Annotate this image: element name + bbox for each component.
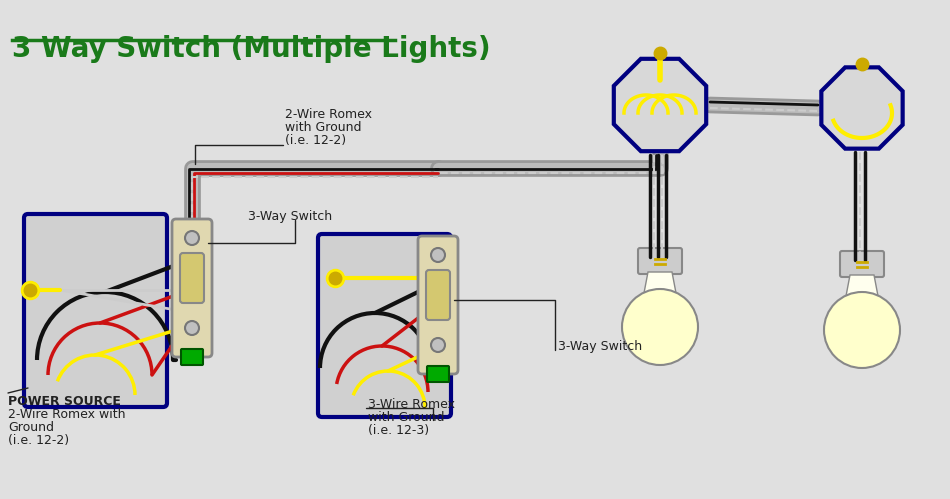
- Text: POWER SOURCE: POWER SOURCE: [8, 395, 121, 408]
- Circle shape: [824, 292, 900, 368]
- Text: 2-Wire Romex with: 2-Wire Romex with: [8, 408, 125, 421]
- FancyBboxPatch shape: [180, 253, 204, 303]
- FancyBboxPatch shape: [24, 214, 167, 407]
- FancyBboxPatch shape: [840, 251, 884, 277]
- Text: 3-Wire Romex: 3-Wire Romex: [368, 398, 455, 411]
- Circle shape: [185, 276, 199, 290]
- Text: 3 Way Switch (Multiple Lights): 3 Way Switch (Multiple Lights): [12, 35, 490, 63]
- Text: (i.e. 12-2): (i.e. 12-2): [8, 434, 69, 447]
- Circle shape: [185, 321, 199, 335]
- Text: (i.e. 12-3): (i.e. 12-3): [368, 424, 429, 437]
- Text: 2-Wire Romex: 2-Wire Romex: [285, 108, 372, 121]
- Text: Ground: Ground: [8, 421, 54, 434]
- Polygon shape: [846, 275, 878, 296]
- Polygon shape: [644, 272, 676, 293]
- Text: with Ground: with Ground: [285, 121, 362, 134]
- Text: 3-Way Switch: 3-Way Switch: [248, 210, 332, 223]
- FancyBboxPatch shape: [318, 234, 451, 417]
- FancyBboxPatch shape: [181, 349, 203, 365]
- FancyBboxPatch shape: [638, 248, 682, 274]
- FancyBboxPatch shape: [426, 270, 450, 320]
- FancyBboxPatch shape: [418, 236, 458, 374]
- Text: (i.e. 12-2): (i.e. 12-2): [285, 134, 346, 147]
- Text: 3-Way Switch: 3-Way Switch: [558, 340, 642, 353]
- Circle shape: [431, 338, 445, 352]
- Circle shape: [431, 248, 445, 262]
- Circle shape: [431, 293, 445, 307]
- Text: with Ground: with Ground: [368, 411, 445, 424]
- Circle shape: [622, 289, 698, 365]
- FancyBboxPatch shape: [172, 219, 212, 357]
- Polygon shape: [614, 59, 706, 151]
- Circle shape: [185, 231, 199, 245]
- FancyBboxPatch shape: [427, 366, 449, 382]
- Polygon shape: [822, 67, 902, 149]
